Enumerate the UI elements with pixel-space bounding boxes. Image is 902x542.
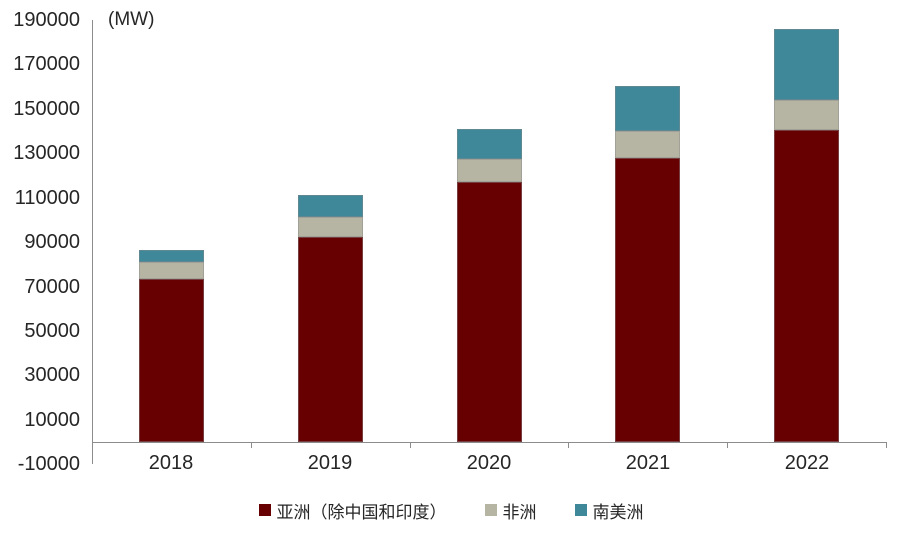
y-axis-unit-label: (MW) [108, 9, 155, 30]
y-tick-label: 70000 [24, 275, 80, 298]
bar-segment [774, 129, 839, 442]
bar-segment [139, 278, 204, 442]
legend-item: 南美洲 [574, 498, 644, 523]
x-axis-line [92, 442, 886, 443]
legend-item: 亚洲（除中国和印度） [258, 498, 447, 523]
x-tick-label: 2022 [784, 452, 830, 474]
bar-segment [615, 85, 680, 132]
y-axis-line [92, 20, 93, 465]
legend-label: 非洲 [502, 502, 537, 522]
y-tick-label: -10000 [17, 453, 80, 476]
y-tick-label: 50000 [24, 319, 80, 342]
y-tick-label: 110000 [14, 186, 80, 209]
legend-swatch [258, 504, 271, 516]
x-axis-category-tick [409, 442, 411, 448]
x-axis-category-tick [886, 442, 887, 448]
bar-segment [298, 195, 363, 217]
bar-segment [139, 262, 204, 279]
x-tick-label: 2018 [148, 452, 194, 474]
bar-segment [615, 157, 680, 442]
y-tick-label: 30000 [24, 364, 80, 387]
y-tick-label: 90000 [24, 231, 80, 254]
bar-segment [298, 236, 363, 442]
bar-segment [457, 182, 522, 442]
legend-label: 南美洲 [592, 502, 644, 522]
y-tick-label: 130000 [13, 142, 80, 165]
bar-segment [298, 216, 363, 237]
x-tick-label: 2019 [307, 452, 353, 474]
bar-segment [774, 28, 839, 100]
bar-segment [457, 128, 522, 159]
x-axis-category-tick [250, 442, 252, 448]
legend-label: 亚洲（除中国和印度） [276, 502, 447, 522]
legend: 亚洲（除中国和印度） 非洲 南美洲 [0, 498, 902, 522]
x-tick-label: 2021 [625, 452, 671, 474]
bar-segment [774, 99, 839, 130]
legend-item: 非洲 [484, 498, 537, 523]
bar-segment [457, 158, 522, 183]
x-tick-label: 2020 [466, 452, 512, 474]
y-tick-label: 150000 [13, 97, 80, 120]
y-tick-label: 10000 [24, 408, 80, 431]
legend-swatch [574, 504, 587, 516]
x-axis-category-tick [727, 442, 729, 448]
x-axis-category-tick [92, 442, 93, 448]
y-tick-label: 170000 [13, 53, 80, 76]
y-tick-label: 190000 [13, 9, 80, 31]
bar-segment [615, 131, 680, 158]
x-axis-category-tick [568, 442, 570, 448]
bar-segment [139, 249, 204, 263]
legend-swatch [484, 504, 497, 516]
